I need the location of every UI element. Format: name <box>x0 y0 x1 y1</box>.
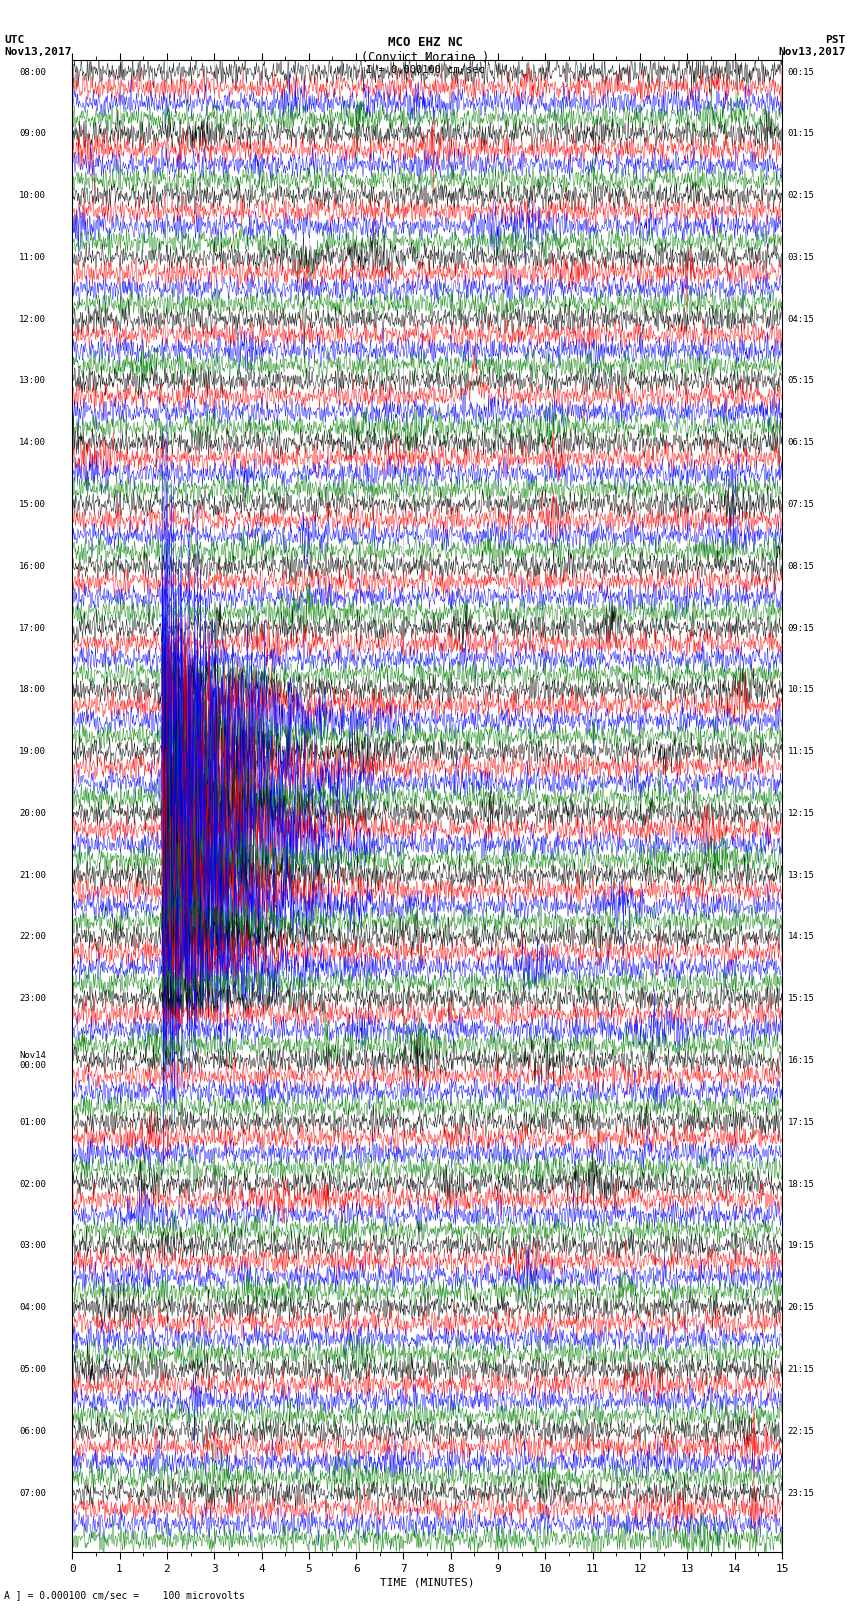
Text: 17:15: 17:15 <box>788 1118 814 1127</box>
Text: 21:00: 21:00 <box>20 871 46 879</box>
Text: 08:00: 08:00 <box>20 68 46 76</box>
Text: 10:15: 10:15 <box>788 686 814 694</box>
Text: 02:00: 02:00 <box>20 1179 46 1189</box>
Text: 22:00: 22:00 <box>20 932 46 942</box>
Text: 05:15: 05:15 <box>788 376 814 386</box>
Text: 16:15: 16:15 <box>788 1057 814 1065</box>
Text: 01:00: 01:00 <box>20 1118 46 1127</box>
Text: 03:15: 03:15 <box>788 253 814 261</box>
Text: UTC
Nov13,2017: UTC Nov13,2017 <box>4 35 71 56</box>
Text: 12:15: 12:15 <box>788 808 814 818</box>
Text: 07:15: 07:15 <box>788 500 814 510</box>
Text: 12:00: 12:00 <box>20 315 46 324</box>
Text: 16:00: 16:00 <box>20 561 46 571</box>
Text: 01:15: 01:15 <box>788 129 814 139</box>
Text: 20:15: 20:15 <box>788 1303 814 1311</box>
Text: 11:00: 11:00 <box>20 253 46 261</box>
Text: 04:00: 04:00 <box>20 1303 46 1311</box>
Text: (Convict Moraine ): (Convict Moraine ) <box>361 50 489 65</box>
Text: I = 0.000100 cm/sec: I = 0.000100 cm/sec <box>366 65 484 74</box>
Text: 17:00: 17:00 <box>20 624 46 632</box>
Text: 19:15: 19:15 <box>788 1242 814 1250</box>
Text: 11:15: 11:15 <box>788 747 814 756</box>
Text: 18:00: 18:00 <box>20 686 46 694</box>
Text: 02:15: 02:15 <box>788 190 814 200</box>
X-axis label: TIME (MINUTES): TIME (MINUTES) <box>380 1578 474 1587</box>
Text: 04:15: 04:15 <box>788 315 814 324</box>
Text: 08:15: 08:15 <box>788 561 814 571</box>
Text: 14:00: 14:00 <box>20 439 46 447</box>
Text: 21:15: 21:15 <box>788 1365 814 1374</box>
Text: 06:15: 06:15 <box>788 439 814 447</box>
Text: 09:00: 09:00 <box>20 129 46 139</box>
Text: MCO EHZ NC: MCO EHZ NC <box>388 37 462 50</box>
Text: 06:00: 06:00 <box>20 1428 46 1436</box>
Text: 18:15: 18:15 <box>788 1179 814 1189</box>
Text: 10:00: 10:00 <box>20 190 46 200</box>
Text: 00:15: 00:15 <box>788 68 814 76</box>
Text: 15:15: 15:15 <box>788 994 814 1003</box>
Text: 23:00: 23:00 <box>20 994 46 1003</box>
Text: 05:00: 05:00 <box>20 1365 46 1374</box>
Text: 19:00: 19:00 <box>20 747 46 756</box>
Text: 14:15: 14:15 <box>788 932 814 942</box>
Text: PST
Nov13,2017: PST Nov13,2017 <box>779 35 846 56</box>
Text: A ] = 0.000100 cm/sec =    100 microvolts: A ] = 0.000100 cm/sec = 100 microvolts <box>4 1590 245 1600</box>
Text: 13:15: 13:15 <box>788 871 814 879</box>
Text: 07:00: 07:00 <box>20 1489 46 1497</box>
Text: 13:00: 13:00 <box>20 376 46 386</box>
Text: 15:00: 15:00 <box>20 500 46 510</box>
Text: Nov14
00:00: Nov14 00:00 <box>20 1050 46 1071</box>
Text: 09:15: 09:15 <box>788 624 814 632</box>
Text: 03:00: 03:00 <box>20 1242 46 1250</box>
Text: 23:15: 23:15 <box>788 1489 814 1497</box>
Text: 22:15: 22:15 <box>788 1428 814 1436</box>
Text: 20:00: 20:00 <box>20 808 46 818</box>
